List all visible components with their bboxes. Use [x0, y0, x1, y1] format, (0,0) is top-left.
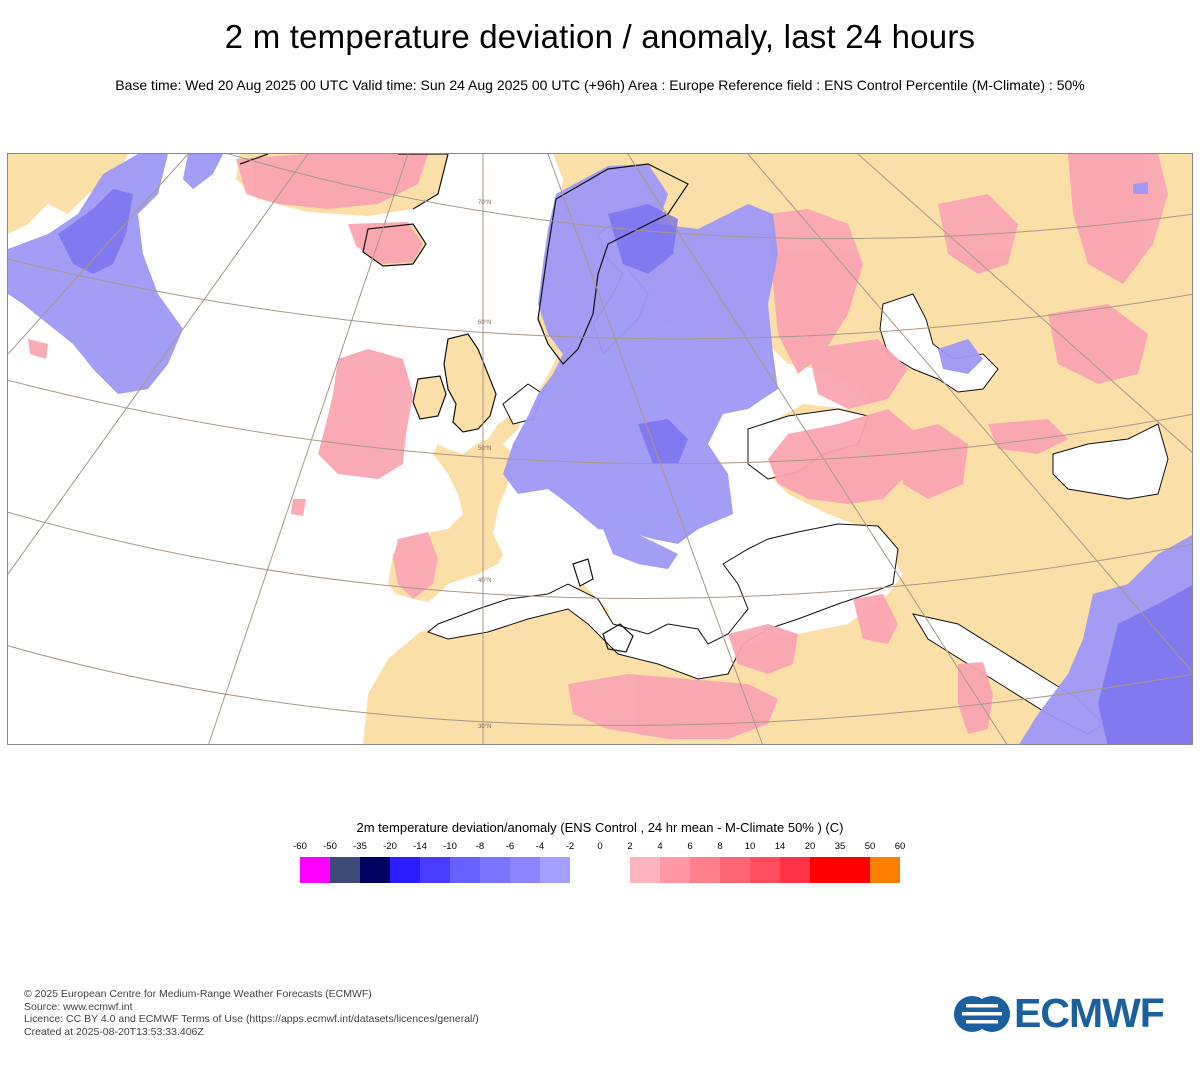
legend-swatch — [540, 857, 570, 883]
legend-tick-label: -6 — [505, 841, 515, 852]
legend-tick-label: 4 — [657, 841, 663, 852]
legend-tick-label: -60 — [293, 841, 307, 852]
legend-swatch — [870, 857, 900, 883]
legend-swatch — [690, 857, 720, 883]
legend-tick-label: -4 — [535, 841, 545, 852]
lat-label-40: 40°N — [478, 578, 491, 584]
graticule — [8, 154, 1192, 744]
legend-swatch — [840, 857, 870, 883]
legend-swatch — [720, 857, 750, 883]
legend-swatch — [750, 857, 780, 883]
page-subtitle: Base time: Wed 20 Aug 2025 00 UTC Valid … — [115, 77, 1085, 93]
licence-line: Licence: CC BY 4.0 and ECMWF Terms of Us… — [24, 1013, 479, 1025]
legend-tick-label: 10 — [744, 841, 756, 852]
legend-tick-label: 35 — [834, 841, 846, 852]
page-title: 2 m temperature deviation / anomaly, las… — [224, 18, 976, 55]
lat-label-30: 30°N — [478, 724, 491, 730]
ecmwf-logo-text: ECMWF — [1014, 990, 1165, 1036]
legend-tick-label: 2 — [627, 841, 633, 852]
legend-tick-label: -14 — [413, 841, 427, 852]
legend-tick-label: 8 — [717, 841, 723, 852]
legend-title: 2m temperature deviation/anomaly (ENS Co… — [356, 820, 844, 835]
legend-tick-label: -8 — [475, 841, 485, 852]
legend-tick-label: 50 — [864, 841, 876, 852]
legend-swatch — [510, 857, 540, 883]
legend-tick-label: -35 — [353, 841, 367, 852]
lat-label-50: 50°N — [478, 446, 491, 452]
created-line: Created at 2025-08-20T13:53:33.406Z — [24, 1025, 204, 1038]
legend-swatch — [450, 857, 480, 883]
legend-swatch — [300, 857, 330, 883]
legend-swatch — [660, 857, 690, 883]
source-line: Source: www.ecmwf.int — [24, 1000, 133, 1013]
lat-label-60: 60°N — [478, 320, 491, 326]
cold-anomaly-strong — [58, 189, 1192, 744]
legend-swatch — [810, 857, 840, 883]
legend-tick-label: 14 — [774, 841, 786, 852]
legend-swatch — [780, 857, 810, 883]
ecmwf-logo: ECMWF — [952, 990, 1182, 1036]
legend-swatch — [420, 857, 450, 883]
legend-swatch — [330, 857, 360, 883]
legend-tick-label: -20 — [383, 841, 397, 852]
legend-tick-label: -50 — [323, 841, 337, 852]
legend-swatch — [570, 857, 600, 883]
anomaly-map: 70°N 60°N 50°N 40°N 30°N — [7, 153, 1193, 745]
latitude-labels: 70°N 60°N 50°N 40°N 30°N — [478, 200, 491, 730]
legend-swatch — [360, 857, 390, 883]
legend-tick-label: 60 — [894, 841, 906, 852]
legend-tick-label: -2 — [565, 841, 575, 852]
legend-tick-label: 6 — [687, 841, 693, 852]
legend-tick-label: -10 — [443, 841, 457, 852]
legend-tick-label: 20 — [804, 841, 816, 852]
copyright-line: © 2025 European Centre for Medium-Range … — [24, 988, 372, 1000]
lat-label-70: 70°N — [478, 200, 491, 206]
legend-swatch — [630, 857, 660, 883]
legend-swatch — [600, 857, 630, 883]
legend-tick-label: 0 — [597, 841, 603, 852]
color-legend: 2m temperature deviation/anomaly (ENS Co… — [0, 820, 1200, 890]
legend-swatch — [390, 857, 420, 883]
footer: © 2025 European Centre for Medium-Range … — [24, 988, 479, 1038]
ecmwf-logo-icon — [954, 996, 1010, 1032]
legend-swatch — [480, 857, 510, 883]
